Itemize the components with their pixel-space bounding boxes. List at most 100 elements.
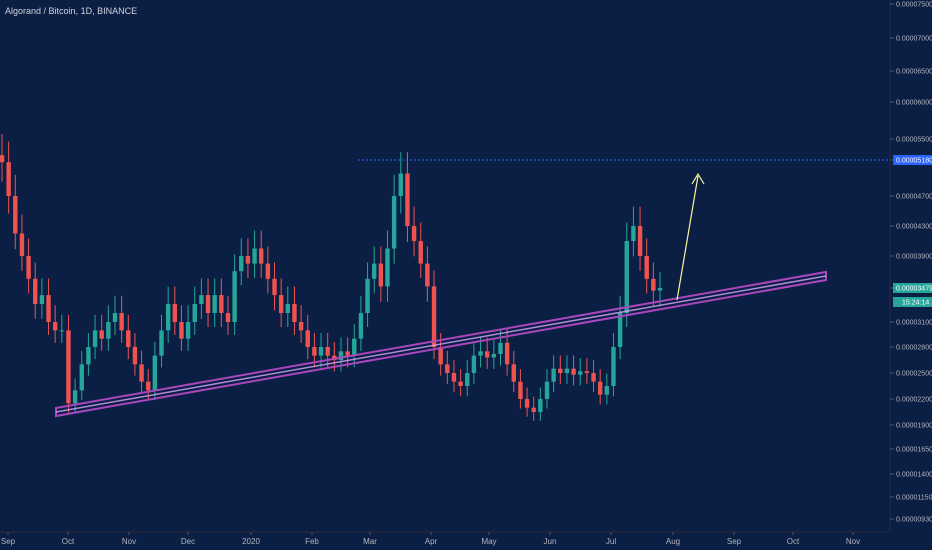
candle-body bbox=[471, 355, 477, 373]
y-tick-label: 0.00001400 bbox=[896, 472, 932, 479]
x-tick-label: Jun bbox=[544, 537, 557, 546]
y-tick-label: 0.00004300 bbox=[896, 224, 932, 231]
candle-body bbox=[106, 322, 111, 339]
candle-body bbox=[66, 330, 71, 404]
candle-body bbox=[52, 322, 58, 331]
candle-body bbox=[0, 155, 5, 163]
candle-body bbox=[491, 353, 497, 358]
exchange-label: BINANCE bbox=[92, 6, 137, 16]
candle-body bbox=[405, 173, 410, 226]
candle-body bbox=[644, 256, 649, 279]
candle-body bbox=[119, 313, 124, 331]
current-price-badge bbox=[893, 283, 932, 293]
chart-title: Algorand / Bitcoin1DBINANCE bbox=[5, 6, 137, 16]
candle-body bbox=[478, 351, 483, 356]
candle-body bbox=[126, 330, 131, 347]
candle-body bbox=[345, 351, 350, 356]
candle-body bbox=[132, 347, 138, 365]
candle-body bbox=[298, 322, 304, 331]
target-price-badge bbox=[893, 155, 932, 165]
candle-body bbox=[458, 381, 463, 386]
candle-body bbox=[352, 338, 357, 356]
y-tick-label: 0.00002200 bbox=[896, 397, 932, 404]
candle-body bbox=[272, 278, 277, 296]
candle-body bbox=[146, 381, 151, 391]
candle-body bbox=[79, 364, 84, 391]
x-tick-label: May bbox=[481, 537, 496, 546]
candle-body bbox=[398, 173, 403, 196]
candle-body bbox=[551, 368, 556, 382]
candle-body bbox=[451, 373, 457, 382]
candle-body bbox=[657, 287, 663, 291]
candle-body bbox=[504, 342, 510, 365]
candle-body bbox=[165, 304, 171, 331]
candle-body bbox=[259, 248, 264, 264]
candle-body bbox=[46, 295, 51, 322]
drawings-layer bbox=[55, 159, 890, 418]
candle-body bbox=[571, 368, 576, 375]
candle-body bbox=[99, 330, 104, 339]
candle-body bbox=[518, 381, 523, 399]
y-tick-label: 0.00007500 bbox=[896, 2, 932, 9]
candle-body bbox=[578, 371, 583, 375]
candle-body bbox=[159, 330, 164, 356]
x-tick-label: Oct bbox=[787, 537, 800, 546]
time-axis: Sep Oct Nov Dec 2020 Feb Mar Apr May Jun Jul Aug Sep… bbox=[0, 531, 890, 546]
candle-body bbox=[538, 399, 543, 412]
x-tick-label: Dec bbox=[181, 537, 195, 546]
candle-body bbox=[465, 373, 470, 386]
candle-body bbox=[86, 347, 91, 365]
x-tick-label: Apr bbox=[425, 537, 438, 546]
y-tick-label: 0.00002500 bbox=[896, 371, 932, 378]
candle-body bbox=[285, 304, 290, 314]
candle-body bbox=[611, 347, 616, 386]
candle-body bbox=[232, 271, 237, 322]
candle-body bbox=[338, 351, 344, 360]
y-tick-label: 0.00000930 bbox=[896, 517, 932, 524]
x-tick-label: Oct bbox=[62, 537, 75, 546]
candle-body bbox=[312, 347, 317, 356]
candle-body bbox=[19, 233, 25, 256]
symbol-label: Algorand / Bitcoin bbox=[5, 6, 76, 16]
candle-body bbox=[391, 196, 397, 249]
countdown-label: 15:24:14 bbox=[902, 300, 929, 307]
candle-body bbox=[6, 162, 11, 196]
arrow-head bbox=[691, 172, 705, 185]
y-tick-label: 0.00001650 bbox=[896, 447, 932, 454]
candle-body bbox=[372, 263, 377, 279]
candle-body bbox=[418, 241, 423, 264]
candle-body bbox=[72, 390, 78, 404]
x-tick-label: Feb bbox=[305, 537, 319, 546]
y-tick-label: 0.00001900 bbox=[896, 423, 932, 430]
candle-body bbox=[325, 347, 330, 356]
candle-body bbox=[225, 313, 231, 322]
y-tick-label: 0.00002800 bbox=[896, 345, 932, 352]
candle-body bbox=[524, 399, 530, 408]
trendline-channel bbox=[55, 270, 827, 418]
candle-body bbox=[385, 248, 390, 287]
candle-body bbox=[245, 256, 251, 264]
candle-body bbox=[112, 313, 118, 322]
candle-body bbox=[318, 347, 324, 356]
candle-body bbox=[531, 407, 536, 412]
candle-body bbox=[139, 364, 144, 382]
candle-body bbox=[445, 364, 450, 373]
trendline-center bbox=[55, 275, 827, 413]
candle-body bbox=[192, 304, 197, 322]
candle-body bbox=[265, 263, 271, 279]
y-tick-label: 0.00007000 bbox=[896, 36, 932, 43]
y-tick-label: 0.00001150 bbox=[896, 495, 932, 502]
x-tick-label: Mar bbox=[363, 537, 377, 546]
candle-body bbox=[33, 278, 38, 305]
y-tick-label: 0.00006500 bbox=[896, 69, 932, 76]
candle-body bbox=[558, 368, 563, 373]
candles-layer bbox=[0, 133, 663, 421]
candle-body bbox=[199, 295, 204, 305]
candle-body bbox=[252, 248, 257, 264]
candle-body bbox=[278, 295, 284, 314]
projection-arrow bbox=[676, 175, 699, 301]
y-tick-label: 0.00004700 bbox=[896, 194, 932, 201]
countdown-badge bbox=[893, 297, 932, 307]
